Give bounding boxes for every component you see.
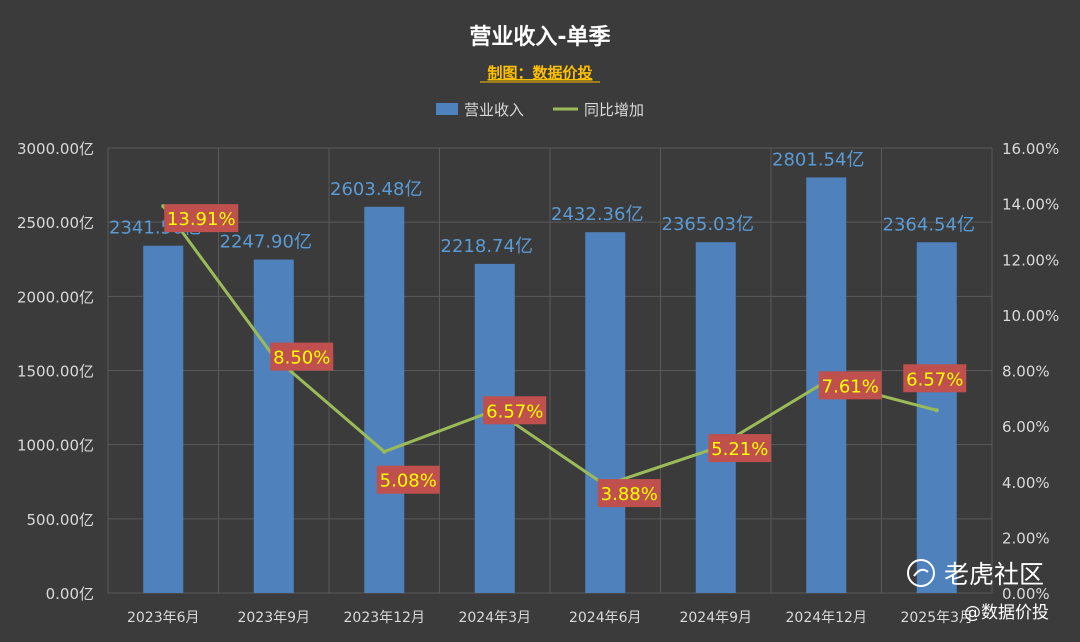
left-tick-label: 500.00亿 (27, 511, 95, 529)
x-tick-label: 2023年9月 (237, 610, 310, 626)
right-axis: 0.00% 2.00% 4.00% 6.00% 8.00% 10.00% 12.00% 14.… (1002, 140, 1059, 603)
right-tick-label: 8.00% (1002, 363, 1050, 381)
chart-title: 营业收入-单季 (469, 24, 610, 50)
right-tick-label: 16.00% (1002, 140, 1059, 158)
yoy-point (382, 449, 387, 454)
legend-label-yoy: 同比增加 (584, 101, 644, 119)
revenue-bar (143, 245, 184, 594)
left-tick-label: 1500.00亿 (17, 363, 94, 381)
left-tick-label: 2000.00亿 (17, 288, 94, 306)
yoy-data-label: 3.88% (601, 484, 658, 505)
x-axis: 2023年6月 2023年9月 2023年12月 2024年3月 2024年6月 2024… (127, 610, 973, 626)
yoy-data-label: 5.08% (380, 471, 437, 492)
revenue-bar (916, 242, 957, 594)
watermark-brand: 老虎社区 (944, 560, 1044, 589)
revenue-data-label: 2801.54亿 (772, 149, 864, 170)
revenue-bar (585, 232, 626, 593)
revenue-data-label: 2365.03亿 (662, 214, 754, 235)
line-labels: 13.91% 8.50% 5.08% 6.57% 3.88% 5.21% 7.61% 6.57… (164, 204, 967, 508)
right-tick-label: 6.00% (1002, 418, 1050, 436)
x-tick-label: 2023年6月 (127, 610, 200, 626)
revenue-bar (364, 206, 405, 593)
left-tick-label: 1000.00亿 (17, 437, 94, 455)
yoy-data-label: 5.21% (711, 439, 768, 460)
yoy-label-box (903, 364, 967, 393)
revenue-data-label: 2247.90亿 (220, 232, 312, 253)
yoy-label-box (708, 434, 772, 463)
yoy-label-box (818, 371, 882, 400)
watermark-handle: @数据价投 (964, 603, 1049, 623)
revenue-data-label: 2364.54亿 (883, 214, 975, 235)
yoy-line (162, 205, 938, 487)
bar-series (143, 177, 957, 594)
x-tick-label: 2024年9月 (679, 610, 752, 626)
yoy-label-box (376, 465, 440, 494)
watermark: 老虎社区 @数据价投 (907, 559, 1049, 623)
right-tick-label: 12.00% (1002, 251, 1059, 269)
tiger-logo-icon (907, 559, 935, 587)
right-tick-label: 2.00% (1002, 529, 1050, 547)
chart-subtitle: 制图：数据价投 (487, 64, 592, 82)
x-tick-label: 2024年6月 (569, 610, 642, 626)
yoy-data-label: 8.50% (273, 348, 330, 369)
legend-label-revenue: 营业收入 (464, 101, 524, 119)
left-tick-label: 0.00亿 (46, 585, 94, 603)
revenue-data-label: 2432.36亿 (551, 204, 643, 225)
bar-labels: 2341.56亿2247.90亿2603.48亿2218.74亿2432.36亿… (109, 149, 975, 256)
right-tick-label: 10.00% (1002, 307, 1059, 325)
right-tick-label: 14.00% (1002, 196, 1059, 214)
revenue-bar (474, 263, 515, 593)
revenue-bar (695, 242, 736, 594)
yoy-point (934, 408, 939, 413)
x-tick-label: 2024年3月 (458, 610, 531, 626)
yoy-label-box (270, 342, 334, 371)
yoy-data-label: 13.91% (167, 209, 236, 230)
yoy-data-label: 7.61% (822, 376, 879, 397)
left-tick-label: 3000.00亿 (17, 140, 94, 158)
right-tick-label: 4.00% (1002, 474, 1050, 492)
yoy-data-label: 6.57% (906, 369, 963, 390)
x-tick-label: 2023年12月 (344, 610, 425, 626)
yoy-data-label: 6.57% (486, 401, 543, 422)
tiger-logo-stroke (913, 568, 929, 577)
legend-swatch-revenue (436, 103, 458, 115)
x-tick-label: 2024年12月 (786, 610, 867, 626)
yoy-label-box (164, 204, 239, 233)
x-tick-label: 2025年3月 (900, 610, 973, 626)
left-axis: 0.00亿 500.00亿 1000.00亿 1500.00亿 2000.00亿 2500… (17, 140, 94, 603)
yoy-label-box (597, 479, 661, 508)
right-tick-label: 0.00% (1002, 585, 1050, 603)
legend: 营业收入 同比增加 (436, 101, 644, 119)
left-tick-label: 2500.00亿 (17, 214, 94, 232)
revenue-data-label: 2218.74亿 (441, 236, 533, 257)
revenue-data-label: 2603.48亿 (330, 179, 422, 200)
yoy-label-box (483, 396, 547, 425)
revenue-bar (253, 259, 294, 593)
